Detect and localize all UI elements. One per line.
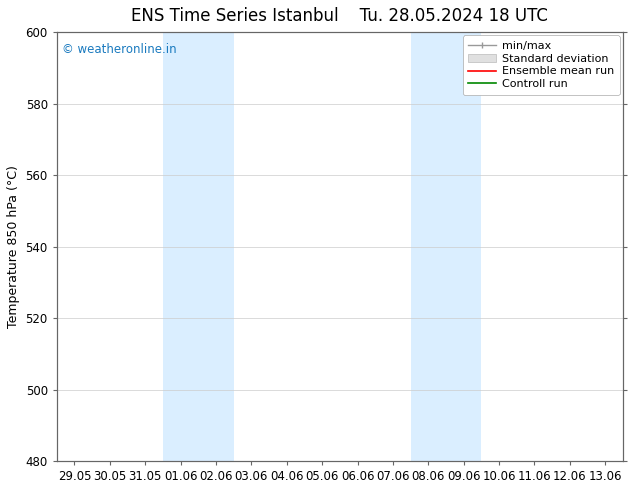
Y-axis label: Temperature 850 hPa (°C): Temperature 850 hPa (°C) — [7, 165, 20, 328]
Legend: min/max, Standard deviation, Ensemble mean run, Controll run: min/max, Standard deviation, Ensemble me… — [463, 35, 619, 95]
Text: © weatheronline.in: © weatheronline.in — [62, 43, 177, 56]
Bar — [411, 32, 481, 461]
Bar — [163, 32, 234, 461]
Title: ENS Time Series Istanbul    Tu. 28.05.2024 18 UTC: ENS Time Series Istanbul Tu. 28.05.2024 … — [131, 7, 548, 25]
